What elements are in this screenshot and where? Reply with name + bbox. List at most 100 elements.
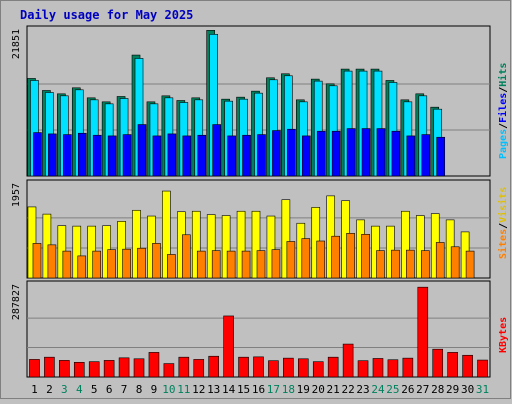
bar-visits-15: [236, 210, 246, 279]
bar-pages-27: [421, 134, 431, 177]
bar-visits-4: [72, 225, 82, 279]
bar-pages-24: [376, 128, 386, 177]
bar-pages-7: [122, 134, 132, 177]
bar-sites-22: [346, 233, 355, 279]
bar-sites-10: [167, 254, 176, 279]
bar-pages-10: [167, 133, 177, 177]
x-tick-label: 3: [61, 383, 68, 396]
bar-visits-16: [251, 210, 261, 279]
bar-sites-12: [196, 250, 206, 279]
bar-kbytes-1: [29, 359, 40, 378]
bar-kbytes-15: [238, 356, 249, 378]
x-tick-label: 28: [431, 383, 444, 396]
legend-entry-sites: Sites: [497, 229, 509, 259]
panel-hits-ymax-label: 21851: [11, 29, 22, 59]
bar-pages-1: [33, 132, 42, 177]
bar-visits-14: [221, 215, 231, 279]
bar-kbytes-31: [477, 359, 488, 378]
bar-pages-14: [227, 135, 236, 177]
bar-sites-11: [182, 234, 191, 279]
bar-sites-23: [361, 233, 370, 279]
x-tick-label: 12: [192, 383, 205, 396]
bar-sites-2: [47, 244, 57, 279]
bar-kbytes-13: [208, 355, 219, 378]
x-tick-label: 15: [237, 383, 250, 396]
bar-kbytes-17: [268, 360, 279, 378]
bar-sites-3: [62, 250, 72, 279]
x-tick-label: 11: [177, 383, 190, 396]
bar-kbytes-5: [88, 361, 100, 378]
series-kbytes: [29, 286, 488, 378]
bar-sites-16: [256, 250, 266, 279]
bar-sites-7: [122, 248, 131, 279]
bar-pages-3: [63, 134, 72, 177]
bar-kbytes-14: [223, 315, 234, 378]
bar-kbytes-18: [283, 357, 294, 378]
x-tick-label: 10: [162, 383, 175, 396]
x-tick-label: 25: [386, 383, 399, 396]
bar-kbytes-22: [342, 343, 354, 378]
x-tick-label: 9: [151, 383, 158, 396]
bar-sites-15: [241, 250, 251, 279]
x-tick-label: 6: [106, 383, 113, 396]
bar-pages-22: [346, 128, 356, 177]
bar-sites-21: [331, 235, 340, 279]
bar-kbytes-10: [163, 363, 175, 378]
bar-kbytes-27: [417, 286, 429, 378]
bar-visits-10: [162, 190, 171, 279]
x-tick-label: 29: [446, 383, 459, 396]
bar-sites-29: [450, 246, 460, 279]
panel-visits-legend: Sites/Visits: [497, 187, 509, 259]
x-tick-label: 16: [252, 383, 265, 396]
bar-sites-8: [137, 247, 146, 279]
bar-sites-6: [107, 249, 116, 279]
series-sites: [32, 233, 475, 279]
bar-visits-18: [281, 199, 291, 279]
bar-pages-26: [406, 135, 416, 177]
legend-separator: /: [498, 223, 509, 229]
bar-pages-18: [287, 128, 296, 177]
bar-pages-6: [107, 135, 117, 177]
bar-sites-30: [465, 250, 475, 279]
bar-kbytes-6: [103, 360, 115, 378]
panel-kbytes: 287827 KBytes: [11, 280, 509, 378]
chart-title: Daily usage for May 2025: [20, 8, 193, 22]
panel-kbytes-legend: KBytes: [498, 317, 509, 353]
bar-sites-20: [316, 240, 326, 279]
bar-pages-21: [331, 130, 341, 177]
x-tick-label: 27: [416, 383, 429, 396]
bar-pages-15: [242, 134, 251, 177]
x-tick-label: 23: [356, 383, 369, 396]
bar-sites-27: [420, 250, 430, 279]
x-tick-label: 21: [327, 383, 340, 396]
bar-pages-12: [197, 134, 207, 177]
bar-pages-8: [137, 124, 147, 177]
bar-sites-26: [406, 249, 415, 279]
bar-pages-16: [257, 134, 266, 177]
x-tick-label: 5: [91, 383, 98, 396]
bar-pages-19: [302, 135, 311, 177]
panel-visits-ymax-label: 1957: [11, 183, 22, 207]
bar-pages-9: [152, 135, 162, 177]
bar-kbytes-25: [387, 359, 399, 378]
bar-pages-11: [182, 135, 192, 177]
bar-sites-13: [211, 250, 221, 279]
bar-kbytes-26: [402, 357, 414, 378]
legend-entry-files: Files: [497, 93, 509, 123]
legend-entry-visits: Visits: [497, 187, 509, 223]
bar-kbytes-2: [44, 356, 55, 378]
bar-visits-1: [27, 206, 37, 279]
bar-pages-28: [436, 136, 446, 177]
bar-visits-17: [266, 215, 276, 279]
x-axis-tick-labels: 1 2 3 4 5 6 7 8 9 10 11 12 13 14 15 16 17 18 19 20 21 22 23 24 2…: [31, 383, 489, 396]
bar-sites-14: [226, 250, 236, 279]
x-tick-label: 30: [461, 383, 474, 396]
bar-sites-17: [271, 249, 281, 279]
x-tick-label: 22: [341, 383, 354, 396]
bar-visits-26: [401, 210, 410, 279]
x-tick-label: 2: [46, 383, 53, 396]
bar-kbytes-23: [357, 360, 369, 378]
x-tick-label: 1: [31, 383, 38, 396]
